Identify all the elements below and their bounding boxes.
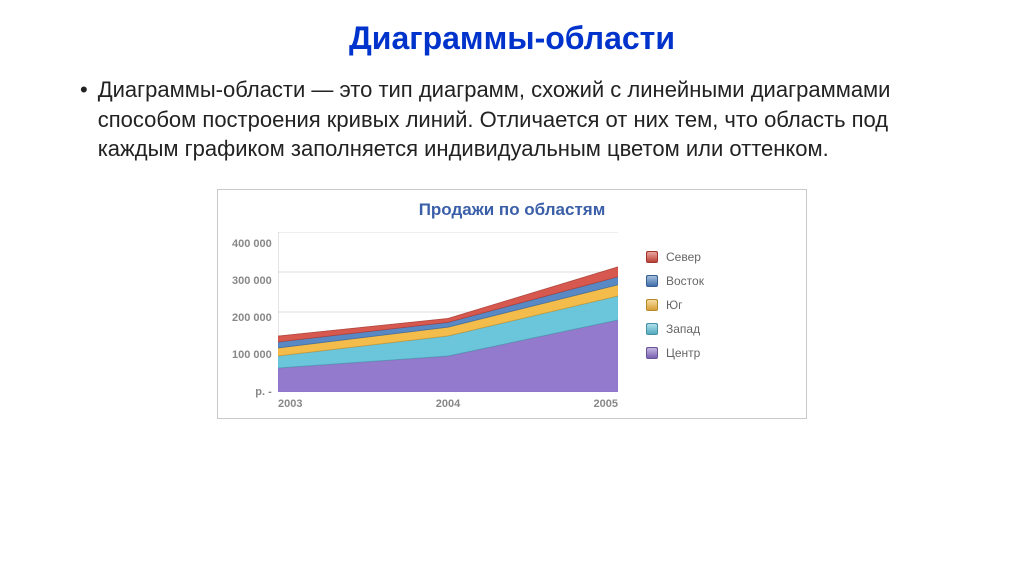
legend-label: Восток (666, 274, 704, 288)
page-title: Диаграммы-области (70, 20, 954, 57)
legend-item: Запад (646, 322, 704, 336)
description-text: Диаграммы-области — это тип диаграмм, сх… (98, 75, 954, 164)
legend-label: Юг (666, 298, 683, 312)
legend-item: Север (646, 250, 704, 264)
y-tick: 200 000 (232, 312, 272, 324)
legend-swatch (646, 299, 658, 311)
plot-container: р. -100 000200 000300 000400 000 2003200… (232, 232, 618, 410)
y-tick: 100 000 (232, 349, 272, 361)
x-tick: 2004 (391, 398, 504, 410)
legend-swatch (646, 275, 658, 287)
legend-item: Восток (646, 274, 704, 288)
y-tick: 300 000 (232, 275, 272, 287)
description-bullet: • Диаграммы-области — это тип диаграмм, … (70, 75, 954, 164)
legend-item: Центр (646, 346, 704, 360)
legend-label: Центр (666, 346, 700, 360)
x-tick: 2005 (505, 398, 618, 410)
plot-area (278, 232, 618, 392)
legend-swatch (646, 347, 658, 359)
y-tick: р. - (255, 386, 272, 398)
legend-item: Юг (646, 298, 704, 312)
area-chart: Продажи по областям р. - 100 000 200 000 30… (217, 189, 807, 419)
x-tick: 2003 (278, 398, 391, 410)
x-axis: 200320042005 (278, 392, 618, 410)
y-tick: 400 000 (232, 238, 272, 250)
legend: Север Восток Юг Запад Центр (646, 250, 704, 370)
bullet-marker: • (80, 75, 88, 164)
legend-label: Север (666, 250, 701, 264)
legend-swatch (646, 251, 658, 263)
legend-label: Запад (666, 322, 700, 336)
y-axis: р. -100 000200 000300 000400 000 (232, 232, 278, 392)
legend-swatch (646, 323, 658, 335)
area-layer (278, 232, 618, 392)
chart-title: Продажи по областям (232, 200, 792, 220)
